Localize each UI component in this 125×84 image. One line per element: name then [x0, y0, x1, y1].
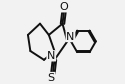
Text: O: O [60, 2, 68, 12]
Text: N: N [66, 32, 75, 41]
Text: S: S [48, 72, 55, 82]
Text: N: N [47, 51, 55, 61]
